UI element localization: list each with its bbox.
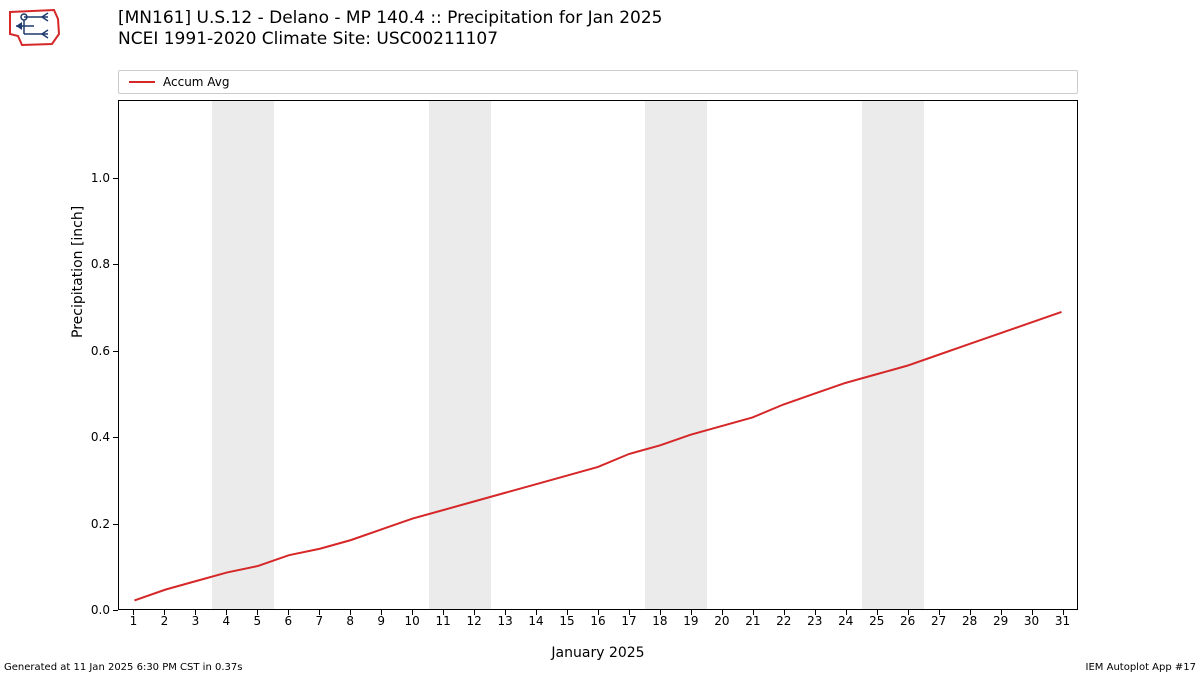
- y-tick-label: 0.2: [91, 517, 110, 531]
- legend: Accum Avg: [118, 70, 1078, 94]
- x-tick-label: 14: [528, 614, 543, 628]
- y-tick-mark: [113, 178, 118, 179]
- y-tick-mark: [113, 351, 118, 352]
- x-tick-label: 20: [714, 614, 729, 628]
- x-tick-label: 30: [1024, 614, 1039, 628]
- weekend-band: [645, 101, 707, 609]
- x-tick-label: 28: [962, 614, 977, 628]
- y-tick-label: 0.8: [91, 257, 110, 271]
- x-tick-label: 26: [900, 614, 915, 628]
- title-line2: NCEI 1991-2020 Climate Site: USC00211107: [118, 29, 663, 50]
- plot-area: [118, 100, 1078, 610]
- y-tick-mark: [113, 264, 118, 265]
- weekend-band: [429, 101, 491, 609]
- x-tick-label: 31: [1055, 614, 1070, 628]
- x-tick-label: 12: [466, 614, 481, 628]
- x-tick-label: 8: [346, 614, 354, 628]
- x-tick-label: 9: [377, 614, 385, 628]
- x-tick-label: 21: [745, 614, 760, 628]
- x-tick-label: 2: [161, 614, 169, 628]
- x-tick-label: 7: [315, 614, 323, 628]
- weekend-band: [212, 101, 274, 609]
- y-tick-label: 0.6: [91, 344, 110, 358]
- x-tick-label: 17: [621, 614, 636, 628]
- footer-left: Generated at 11 Jan 2025 6:30 PM CST in …: [4, 662, 242, 673]
- y-tick-mark: [113, 437, 118, 438]
- y-tick-mark: [113, 524, 118, 525]
- x-tick-label: 24: [838, 614, 853, 628]
- x-tick-label: 15: [559, 614, 574, 628]
- title-line1: [MN161] U.S.12 - Delano - MP 140.4 :: Pr…: [118, 8, 663, 29]
- x-tick-label: 22: [776, 614, 791, 628]
- footer-right: IEM Autoplot App #17: [1086, 662, 1196, 673]
- iem-logo: [4, 4, 64, 49]
- y-tick-label: 0.4: [91, 430, 110, 444]
- x-tick-label: 23: [807, 614, 822, 628]
- x-tick-label: 29: [993, 614, 1008, 628]
- x-tick-label: 18: [652, 614, 667, 628]
- legend-swatch: [129, 81, 155, 83]
- x-tick-label: 5: [254, 614, 262, 628]
- x-tick-label: 1: [130, 614, 138, 628]
- weekend-band: [862, 101, 924, 609]
- legend-label: Accum Avg: [163, 75, 230, 89]
- x-tick-label: 4: [223, 614, 231, 628]
- x-tick-label: 6: [284, 614, 292, 628]
- x-tick-label: 11: [436, 614, 451, 628]
- x-tick-label: 19: [683, 614, 698, 628]
- y-tick-label: 1.0: [91, 171, 110, 185]
- x-tick-label: 16: [590, 614, 605, 628]
- y-tick-label: 0.0: [91, 603, 110, 617]
- x-tick-label: 13: [497, 614, 512, 628]
- y-tick-mark: [113, 610, 118, 611]
- chart-title: [MN161] U.S.12 - Delano - MP 140.4 :: Pr…: [118, 8, 663, 51]
- x-tick-label: 27: [931, 614, 946, 628]
- x-axis-label: January 2025: [551, 645, 644, 661]
- x-tick-label: 25: [869, 614, 884, 628]
- y-axis-label: Precipitation [inch]: [70, 205, 86, 337]
- x-tick-label: 10: [405, 614, 420, 628]
- x-tick-label: 3: [192, 614, 200, 628]
